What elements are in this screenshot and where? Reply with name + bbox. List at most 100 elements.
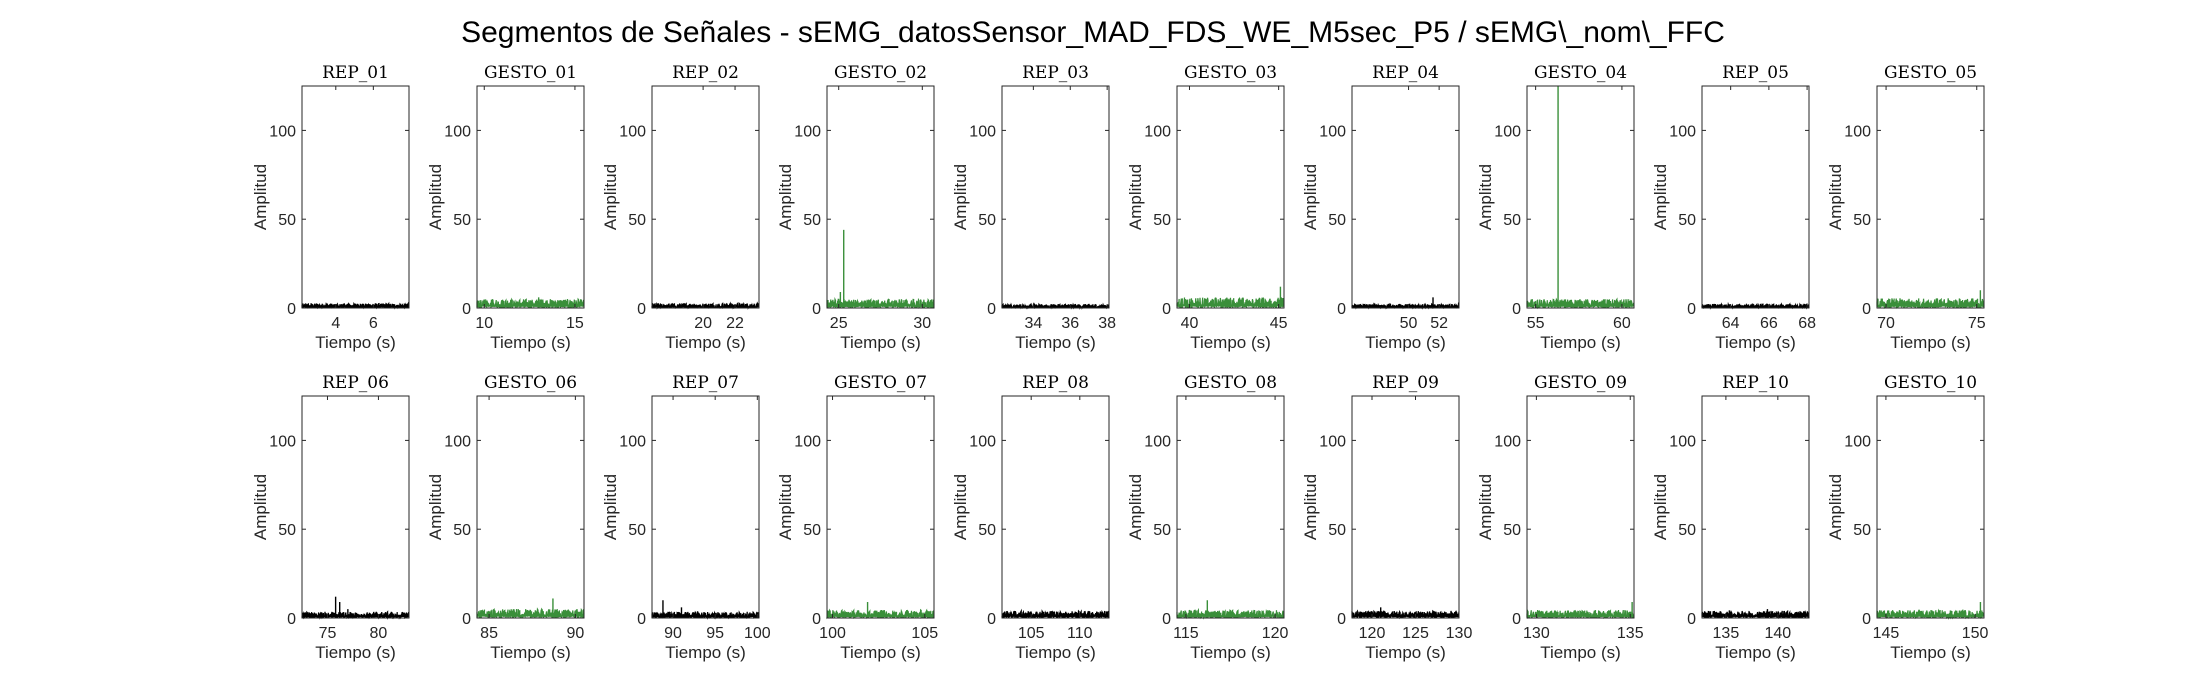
subplot-rep-02: 0 50 100 20 22 REP_02 Tiempo (s) Amplitud: [601, 63, 760, 352]
x-axis-label: Tiempo (s): [1715, 333, 1796, 352]
y-tick-label: 100: [1144, 433, 1171, 450]
series-line: [1351, 609, 1460, 620]
series-line: [301, 610, 410, 620]
subplot-title: REP_07: [672, 373, 739, 393]
y-tick-label: 50: [1503, 522, 1521, 539]
subplot-title: GESTO_01: [484, 63, 577, 83]
x-axis-label: Tiempo (s): [1890, 643, 1971, 662]
series-line: [1526, 608, 1635, 620]
series-line: [651, 610, 760, 620]
x-tick-label: 52: [1430, 315, 1448, 332]
series-line: [301, 301, 410, 310]
axes-box: [826, 85, 935, 309]
y-tick-label: 50: [1328, 212, 1346, 229]
y-tick-label: 0: [287, 301, 296, 318]
subplot-title: GESTO_03: [1184, 63, 1277, 83]
subplot-gesto-07: 0 50 100 100 105 GESTO_07 Tiempo (s) Amplitud: [776, 373, 938, 662]
axes-box: [1001, 85, 1110, 309]
y-tick-label: 50: [1153, 522, 1171, 539]
y-tick-label: 50: [1678, 212, 1696, 229]
y-tick-label: 0: [462, 301, 471, 318]
series-line: [1001, 608, 1110, 618]
y-tick-label: 100: [269, 123, 296, 140]
x-tick-label: 85: [480, 625, 498, 642]
axes-box: [1001, 395, 1110, 619]
y-tick-label: 100: [1494, 123, 1521, 140]
x-axis-label: Tiempo (s): [665, 333, 746, 352]
axes-box: [826, 395, 935, 619]
axes-box: [301, 85, 410, 309]
x-axis-label: Tiempo (s): [1190, 643, 1271, 662]
x-tick-label: 4: [331, 315, 340, 332]
x-axis-label: Tiempo (s): [1015, 333, 1096, 352]
y-axis-label: Amplitud: [1476, 164, 1495, 230]
axes-box: [476, 85, 585, 309]
x-axis-label: Tiempo (s): [315, 643, 396, 662]
y-tick-label: 0: [462, 611, 471, 628]
axes-box: [651, 395, 760, 619]
x-tick-label: 115: [1173, 625, 1199, 642]
x-tick-label: 30: [913, 315, 931, 332]
x-tick-label: 10: [475, 315, 493, 332]
x-tick-label: 80: [370, 625, 388, 642]
y-tick-label: 0: [812, 301, 821, 318]
subplot-gesto-08: 0 50 100 115 120 GESTO_08 Tiempo (s) Amplitud: [1126, 373, 1289, 662]
x-axis-label: Tiempo (s): [490, 643, 571, 662]
subplot-rep-01: 0 50 100 4 6 REP_01 Tiempo (s) Amplitud: [251, 63, 410, 352]
y-axis-label: Amplitud: [1651, 474, 1670, 540]
y-tick-label: 0: [1862, 611, 1871, 628]
subplot-title: REP_10: [1722, 373, 1789, 393]
series-line: [651, 301, 760, 310]
axes-box: [1526, 395, 1635, 619]
series-line: [1001, 302, 1110, 310]
series-line: [1351, 302, 1460, 310]
x-axis-label: Tiempo (s): [840, 643, 921, 662]
x-tick-label: 20: [694, 315, 712, 332]
y-axis-label: Amplitud: [776, 474, 795, 540]
y-axis-label: Amplitud: [951, 164, 970, 230]
y-tick-label: 50: [803, 522, 821, 539]
y-tick-label: 0: [987, 301, 996, 318]
x-tick-label: 66: [1760, 315, 1778, 332]
y-axis-label: Amplitud: [601, 474, 620, 540]
x-axis-label: Tiempo (s): [1540, 643, 1621, 662]
y-tick-label: 0: [637, 611, 646, 628]
y-axis-label: Amplitud: [426, 474, 445, 540]
axes-box: [1351, 85, 1460, 309]
axes-box: [1176, 85, 1285, 309]
series-line: [1526, 297, 1635, 310]
y-tick-label: 50: [1503, 212, 1521, 229]
series-line: [1876, 608, 1985, 620]
y-axis-label: Amplitud: [251, 474, 270, 540]
y-tick-label: 0: [1337, 301, 1346, 318]
subplot-title: REP_09: [1372, 373, 1439, 393]
y-tick-label: 0: [1512, 611, 1521, 628]
x-axis-label: Tiempo (s): [1540, 333, 1621, 352]
y-tick-label: 100: [1669, 433, 1696, 450]
axes-box: [1876, 395, 1985, 619]
subplot-rep-07: 0 50 100 90 95 100 REP_07 Tiempo (s) Amplitud: [601, 373, 771, 662]
series-line: [1876, 297, 1985, 310]
x-axis-label: Tiempo (s): [1715, 643, 1796, 662]
subplot-gesto-02: 0 50 100 25 30 GESTO_02 Tiempo (s) Amplitud: [776, 63, 935, 352]
subplot-title: GESTO_06: [484, 373, 577, 393]
axes-box: [301, 395, 410, 619]
y-tick-label: 50: [1153, 212, 1171, 229]
series-line: [826, 608, 935, 620]
y-tick-label: 0: [1687, 611, 1696, 628]
x-tick-label: 125: [1402, 625, 1429, 642]
x-tick-label: 45: [1270, 315, 1288, 332]
axes-box: [1701, 395, 1810, 619]
y-tick-label: 0: [1162, 611, 1171, 628]
x-axis-label: Tiempo (s): [490, 333, 571, 352]
axes-box: [1876, 85, 1985, 309]
x-tick-label: 68: [1798, 315, 1816, 332]
y-tick-label: 100: [1319, 123, 1346, 140]
subplot-title: GESTO_08: [1184, 373, 1277, 393]
subplot-title: REP_05: [1722, 63, 1789, 83]
y-tick-label: 0: [812, 611, 821, 628]
subplot-rep-08: 0 50 100 105 110 REP_08 Tiempo (s) Amplitud: [951, 373, 1110, 662]
y-tick-label: 100: [969, 123, 996, 140]
y-tick-label: 50: [278, 522, 296, 539]
subplot-gesto-05: 0 50 100 70 75 GESTO_05 Tiempo (s) Amplitud: [1826, 63, 1986, 352]
